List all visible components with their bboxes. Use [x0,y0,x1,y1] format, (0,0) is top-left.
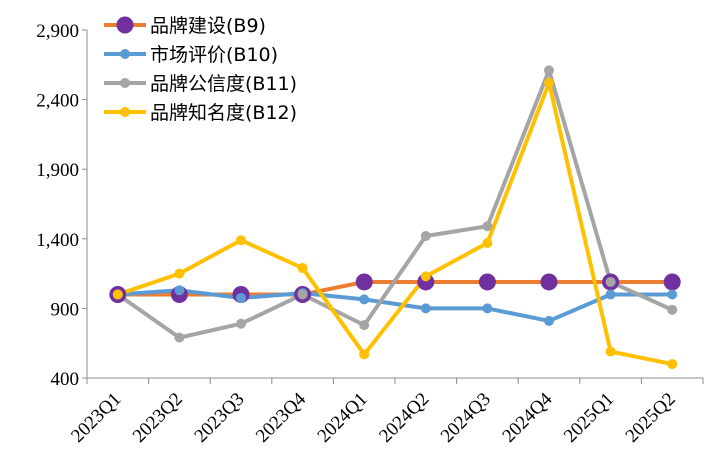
series-line-3 [115,68,675,340]
series-2-point [174,285,185,296]
series-2-point [236,292,246,303]
series-3-point [420,231,431,242]
legend-item-2: 市场评价(B10) [104,44,278,66]
series-4-point [112,289,123,300]
legend-swatch-marker [120,78,130,88]
series-2-point [667,289,678,300]
x-tick-label: 2023Q2 [129,389,187,447]
x-tick-label: 2024Q3 [437,389,495,447]
series-2-point [605,289,616,300]
series-4-point [605,346,616,357]
axes [82,29,704,384]
series-line-2 [115,288,675,323]
y-tick-label: 900 [51,299,80,320]
series-3-point [174,332,185,343]
series-4-point [544,77,554,88]
legend-item-1: 品牌建设(B9) [104,15,266,37]
series-4-point [174,268,185,279]
series-4-point [420,271,431,282]
series-3-point [605,276,616,287]
series-3-point [297,289,308,300]
legend: 品牌建设(B9) 市场评价(B10) 品牌公信度(B11) 品牌知名度(B12) [104,15,297,124]
x-tick-label: 2023Q3 [190,389,248,447]
series-markers [109,65,681,370]
x-tick-label: 2024Q2 [375,389,433,447]
series-1-point [355,273,373,291]
series-1-point [663,273,681,291]
y-tick-label: 2,900 [36,21,79,42]
y-tick-label: 1,400 [36,230,79,251]
legend-item-4: 品牌知名度(B12) [104,102,297,124]
legend-label: 品牌建设(B9) [150,15,266,37]
series-line-4 [115,80,675,367]
series-3-point [482,221,493,232]
series-lines [115,68,675,367]
series-4-point [236,235,246,246]
y-tick-label: 400 [51,369,80,390]
series-4-point [359,349,370,360]
series-3-point [236,318,246,329]
x-tick-label: 2023Q1 [67,389,125,447]
y-tick-label: 1,900 [36,160,79,181]
series-3-point [544,65,554,76]
series-4-point [482,237,493,248]
legend-item-3: 品牌公信度(B11) [104,73,297,95]
legend-label: 市场评价(B10) [150,44,278,66]
x-tick-label: 2025Q2 [622,389,680,447]
x-tick-label: 2024Q1 [314,389,372,447]
legend-label: 品牌知名度(B12) [150,102,297,124]
legend-label: 品牌公信度(B11) [150,73,297,95]
x-tick-label: 2023Q4 [252,388,310,446]
series-1-point [478,273,496,291]
series-1-point [540,273,558,291]
legend-swatch-marker [120,49,130,59]
series-3-point [359,320,370,331]
series-2-point [482,303,493,314]
x-tick-label: 2024Q4 [498,388,556,446]
legend-swatch-marker [116,16,134,34]
legend-swatch-marker [120,107,130,117]
series-4-point [297,263,308,274]
y-tick-label: 2,400 [36,91,79,112]
series-2-point [544,315,554,326]
series-3-point [667,304,678,315]
series-4-point [667,359,678,370]
series-2-point [420,303,431,314]
series-2-point [359,294,370,305]
x-tick-label: 2025Q1 [560,389,618,447]
